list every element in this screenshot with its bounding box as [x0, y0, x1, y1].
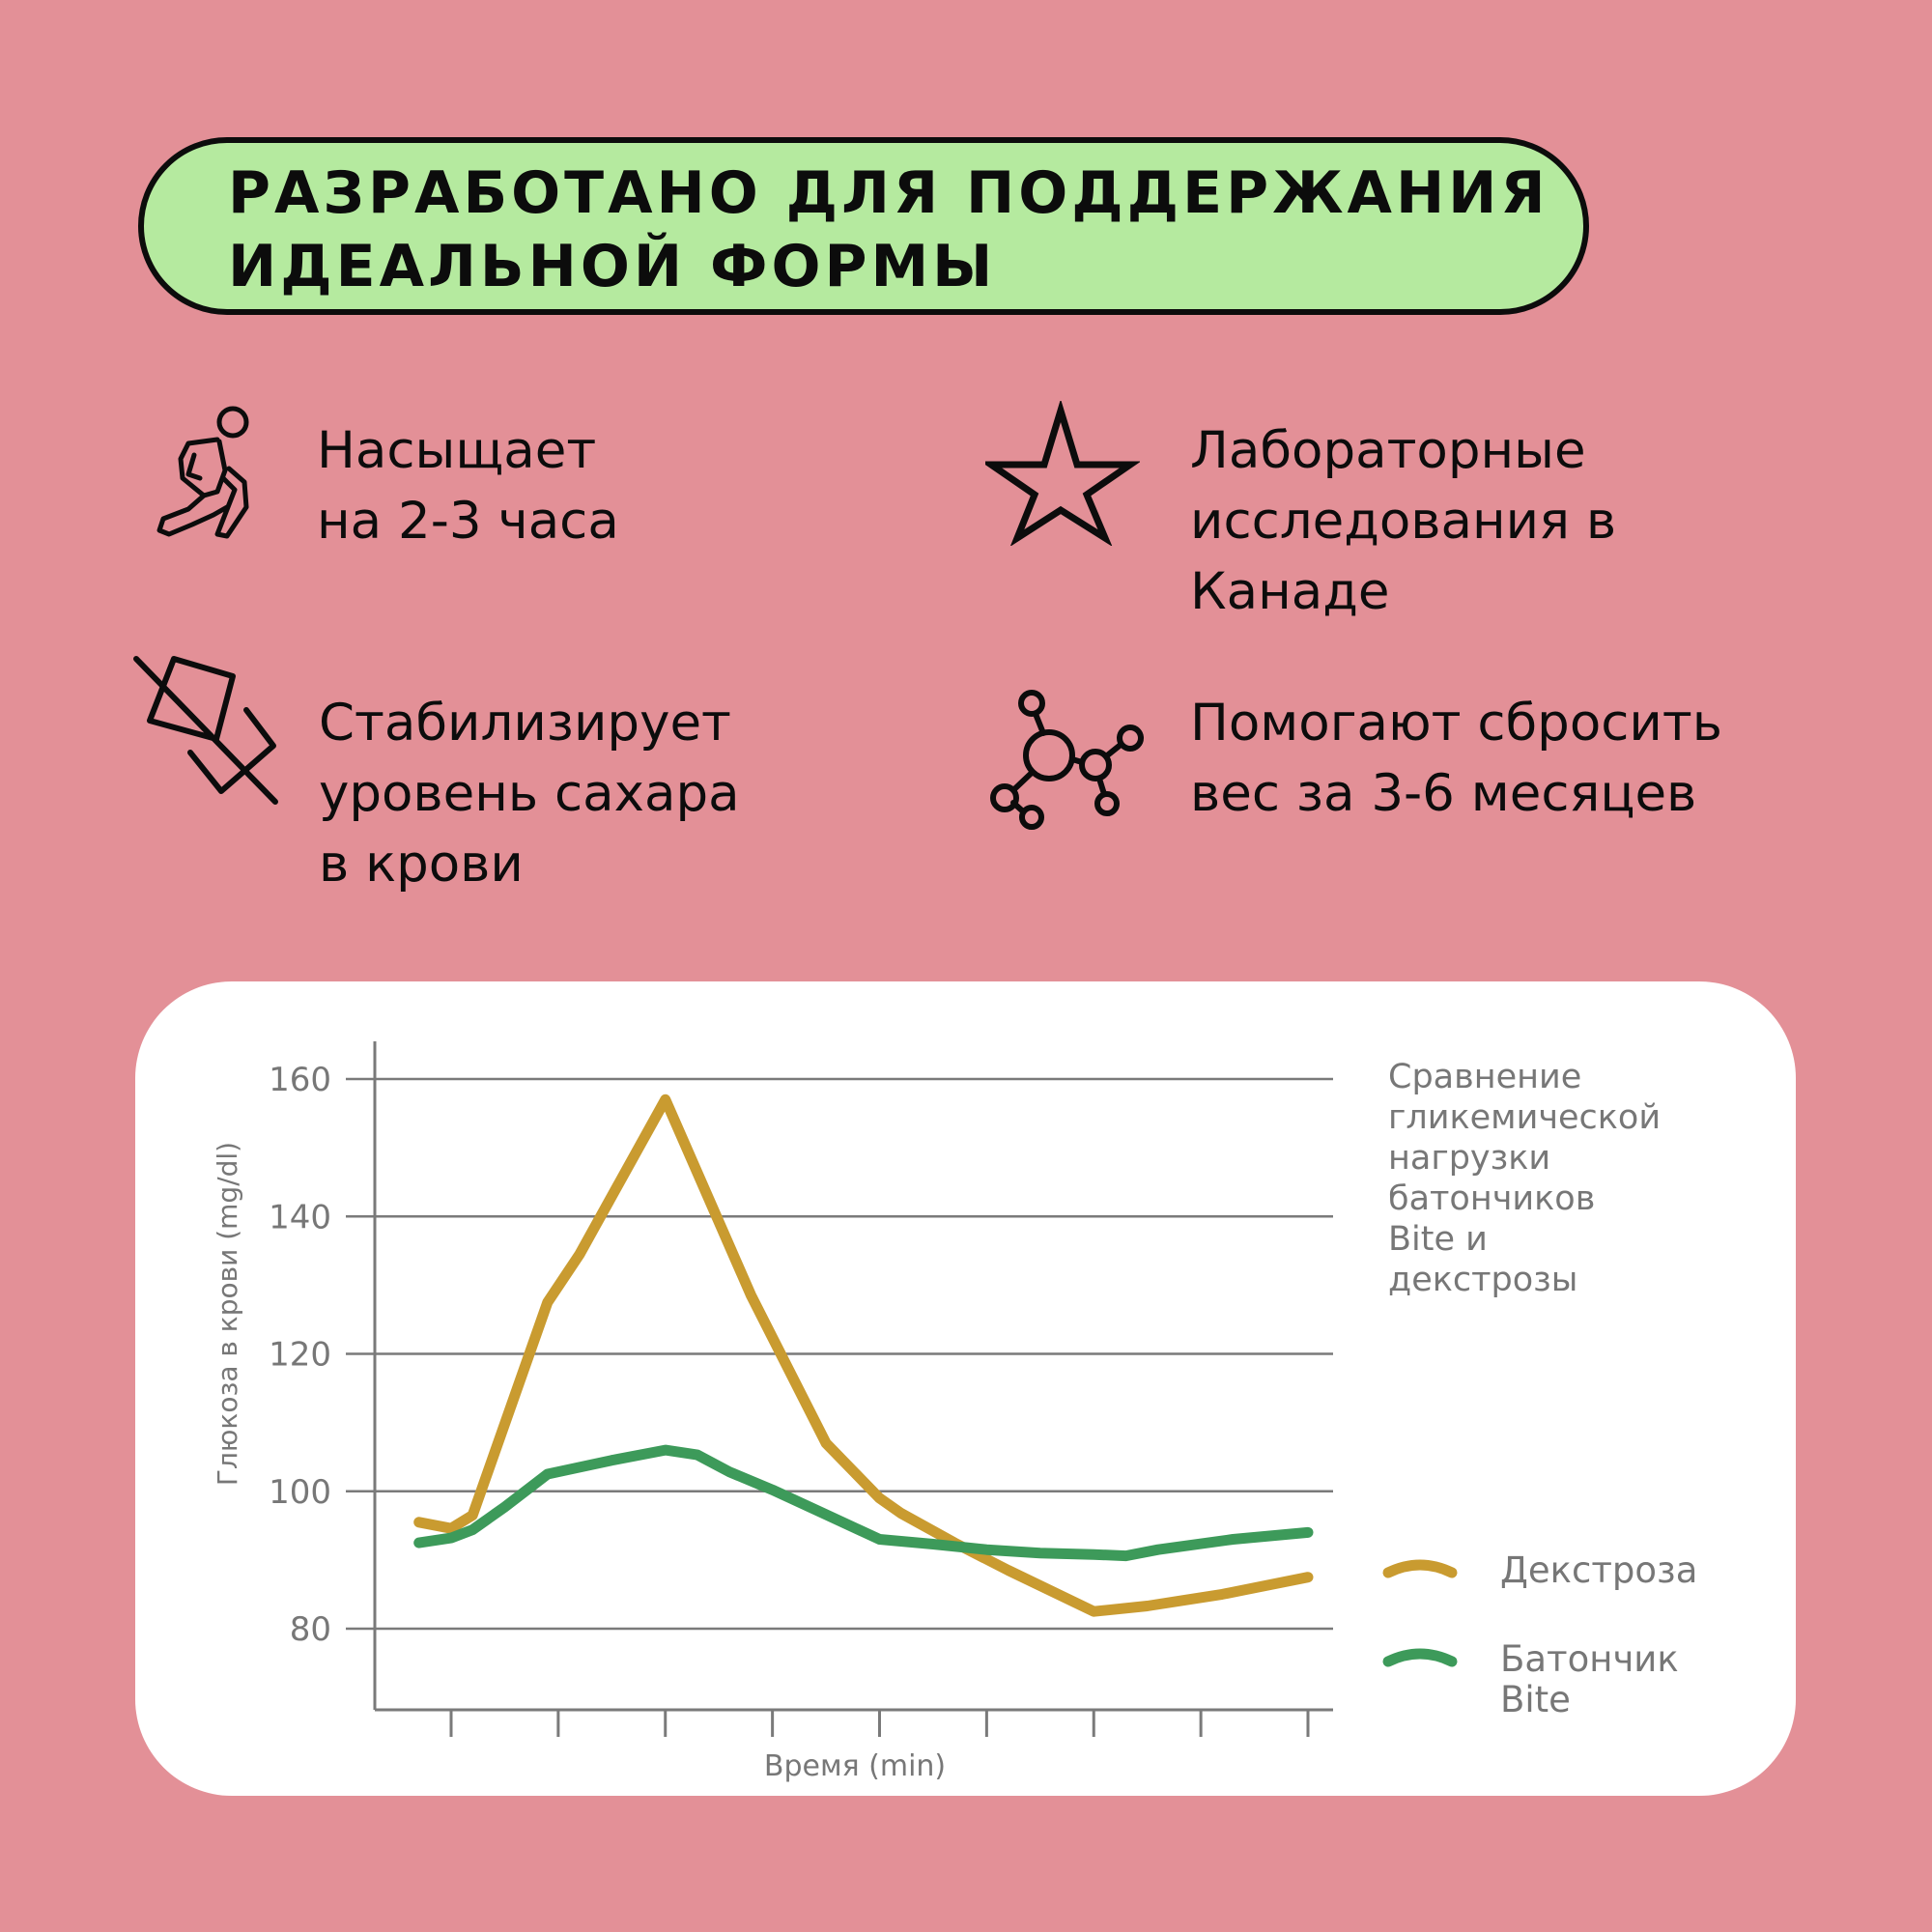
- feature-weight-loss-line-2: вес за 3-6 месяцев: [1190, 764, 1697, 823]
- feature-lab-research-line-3: Канаде: [1190, 562, 1390, 621]
- feature-lab-research-line-2: исследования в: [1190, 492, 1617, 551]
- y-tick-label-120: 120: [269, 1336, 331, 1375]
- feature-satiety-line-1: Насыщает: [317, 421, 597, 480]
- chart-title: Сравнениегликемическойнагрузкибатончиков…: [1388, 1058, 1661, 1299]
- feature-blood-sugar-line-3: в крови: [319, 835, 524, 894]
- molecule-icon: [990, 690, 1144, 830]
- y-tick-label-160: 160: [269, 1061, 331, 1099]
- legend-label-bite-2: Bite: [1500, 1679, 1571, 1720]
- page-title: РАЗРАБОТАНО ДЛЯ ПОДДЕРЖАНИЯ ИДЕАЛЬНОЙ ФО…: [228, 156, 1561, 303]
- chart-title-line-2: гликемической: [1388, 1098, 1661, 1137]
- chart-card: [135, 981, 1796, 1796]
- header-banner: [138, 137, 1589, 315]
- legend-swatch-bite: [1382, 1648, 1458, 1667]
- y-tick-label-140: 140: [269, 1198, 331, 1236]
- star-icon: [985, 401, 1140, 546]
- y-axis-label: Глюкоза в крови (mg/dl): [212, 1142, 243, 1486]
- grid-lines: [346, 1077, 1333, 1631]
- legend-swatch-dextrose: [1382, 1559, 1458, 1578]
- series-line-bite: [413, 1444, 1314, 1562]
- axes: 80 100 120 140 160: [269, 1041, 1333, 1737]
- chart-title-line-4: батончиков: [1388, 1179, 1595, 1218]
- feature-blood-sugar: Стабилизирует уровень сахара в крови: [319, 688, 740, 899]
- x-axis-label: Время (min): [764, 1749, 946, 1783]
- feature-lab-research-line-1: Лабораторные: [1190, 421, 1586, 480]
- chart-title-line-1: Сравнение: [1388, 1058, 1581, 1096]
- chart-title-line-3: нагрузки: [1388, 1139, 1550, 1178]
- chart-title-line-5: Bite и: [1388, 1220, 1488, 1259]
- legend-label-bite-1: Батончик: [1500, 1638, 1679, 1680]
- feature-lab-research: Лабораторные исследования в Канаде: [1190, 415, 1616, 627]
- series-line-dextrose: [413, 1094, 1314, 1617]
- series-lines: [413, 1094, 1314, 1617]
- legend-label-dextrose-1: Декстроза: [1500, 1549, 1697, 1591]
- feature-satiety: Насыщает на 2-3 часа: [317, 415, 619, 556]
- chart-title-line-6: декстрозы: [1388, 1261, 1577, 1299]
- feature-blood-sugar-line-2: уровень сахара: [319, 764, 740, 823]
- feature-weight-loss-line-1: Помогают сбросить: [1190, 694, 1722, 753]
- feature-weight-loss: Помогают сбросить вес за 3-6 месяцев: [1190, 688, 1722, 829]
- y-tick-label-100: 100: [269, 1473, 331, 1512]
- y-tick-label-80: 80: [290, 1610, 331, 1649]
- feature-blood-sugar-line-1: Стабилизирует: [319, 694, 731, 753]
- page-title-line-2: ИДЕАЛЬНОЙ ФОРМЫ: [228, 233, 997, 300]
- lunge-person-icon: [156, 406, 249, 539]
- page-title-line-1: РАЗРАБОТАНО ДЛЯ ПОДДЕРЖАНИЯ: [228, 159, 1549, 227]
- feature-satiety-line-2: на 2-3 часа: [317, 492, 619, 551]
- no-sugar-cube-icon: [133, 656, 278, 805]
